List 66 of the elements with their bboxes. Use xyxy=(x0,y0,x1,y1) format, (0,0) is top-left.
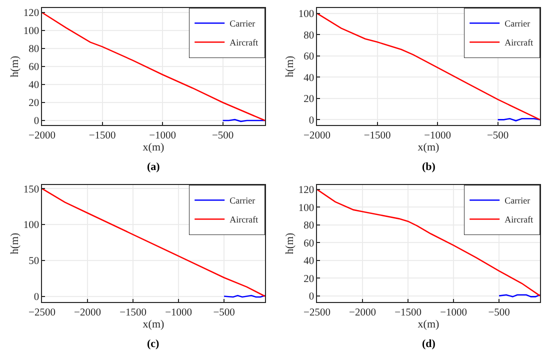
x-tick-label: −500 xyxy=(213,307,235,318)
y-axis-title: h(m) xyxy=(284,232,296,254)
x-tick-label: −500 xyxy=(488,307,510,318)
y-tick-label: 40 xyxy=(28,80,40,92)
y-tick-label: 100 xyxy=(298,8,314,20)
x-tick-label: −1000 xyxy=(149,130,176,142)
legend-label: Aircraft xyxy=(230,214,259,225)
y-tick-label: 20 xyxy=(304,94,314,106)
text: (a) xyxy=(147,161,160,173)
x-tick-label: −2000 xyxy=(74,307,101,318)
legend-label: Aircraft xyxy=(504,214,534,225)
x-axis-title: x(m) xyxy=(142,318,165,331)
y-tick-label: 120 xyxy=(298,185,314,196)
y-tick-label: 100 xyxy=(298,202,314,214)
y-tick-label: 60 xyxy=(28,62,40,74)
x-tick-label: −1500 xyxy=(364,130,391,142)
y-tick-label: 20 xyxy=(304,274,314,285)
legend-label: Aircraft xyxy=(504,38,534,48)
x-axis-title: x(m) xyxy=(418,142,440,154)
legend-label: Carrier xyxy=(230,18,256,29)
x-tick-label: −2500 xyxy=(304,307,330,318)
y-tick-label: 20 xyxy=(28,98,40,110)
y-tick-label: 50 xyxy=(28,256,40,268)
x-tick-label: −1500 xyxy=(394,307,422,318)
line-series xyxy=(42,12,265,122)
legend-label: Carrier xyxy=(504,196,530,206)
y-tick-label: 0 xyxy=(34,292,40,303)
y-tick-label: 80 xyxy=(304,220,314,232)
y-tick-label: 60 xyxy=(304,52,314,63)
y-tick-label: 120 xyxy=(23,8,40,20)
text: (c) xyxy=(147,338,160,350)
y-tick-label: 60 xyxy=(304,238,314,250)
legend-label: Aircraft xyxy=(230,38,259,48)
x-tick-label: −1500 xyxy=(120,307,146,318)
legend-label: Carrier xyxy=(504,18,530,29)
x-tick-label: −1500 xyxy=(88,130,116,142)
x-tick-label: −500 xyxy=(486,130,509,142)
y-tick-label: 0 xyxy=(34,116,40,128)
x-tick-label: −2000 xyxy=(349,307,376,318)
y-tick-label: 100 xyxy=(23,26,40,38)
line-series xyxy=(317,12,540,120)
y-tick-label: 0 xyxy=(308,115,314,126)
y-axis-title: h(m) xyxy=(8,55,21,78)
x-tick-label: −2500 xyxy=(28,307,56,318)
x-tick-label: −1000 xyxy=(424,130,451,142)
y-axis-title: h(m) xyxy=(8,232,21,254)
y-tick-label: 0 xyxy=(308,291,314,302)
x-tick-label: −500 xyxy=(212,130,234,142)
y-tick-label: 80 xyxy=(28,44,40,56)
x-tick-label: −2000 xyxy=(304,130,330,142)
line-series xyxy=(42,188,265,297)
y-tick-label: 150 xyxy=(23,184,40,196)
legend-label: Carrier xyxy=(230,196,256,206)
line-series xyxy=(317,188,540,296)
x-axis-title: x(m) xyxy=(418,318,440,331)
x-tick-label: −1000 xyxy=(440,307,467,318)
text: (d) xyxy=(422,338,436,350)
y-tick-label: 40 xyxy=(304,256,314,268)
text: (b) xyxy=(422,161,436,173)
y-axis-title: h(m) xyxy=(284,55,296,78)
y-tick-label: 80 xyxy=(304,30,314,42)
y-tick-label: 100 xyxy=(23,220,40,232)
x-tick-label: −2000 xyxy=(28,130,56,142)
y-tick-label: 40 xyxy=(304,72,314,84)
x-tick-label: −1000 xyxy=(165,307,192,318)
x-axis-title: x(m) xyxy=(142,142,165,154)
